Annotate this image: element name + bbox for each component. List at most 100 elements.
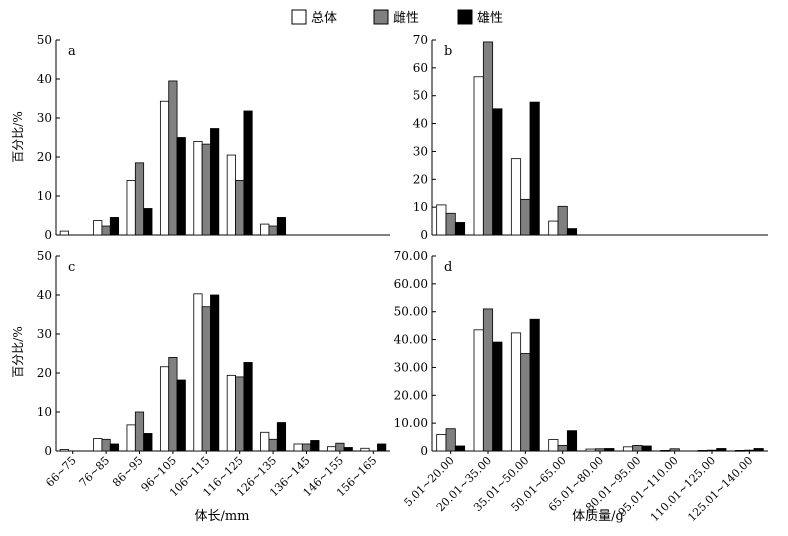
- y-tick-label: 60: [413, 61, 428, 75]
- x-tick-label: 76~85: [77, 454, 113, 490]
- bar-c-male: [310, 440, 320, 452]
- bar-a-male: [109, 217, 120, 236]
- panel-d: 010.0020.0030.0040.0050.0060.0070.00d5.0…: [394, 249, 768, 524]
- bar-a-total: [226, 154, 236, 236]
- bar-c-male: [243, 362, 253, 452]
- bar-d-total: [697, 450, 708, 452]
- bar-d-female: [520, 353, 531, 452]
- bar-c-total: [260, 431, 270, 452]
- bar-a-female: [268, 225, 278, 236]
- bar-d-male: [529, 318, 540, 452]
- bar-a-total: [93, 220, 103, 236]
- bar-a-male: [243, 110, 253, 236]
- bar-c-male: [143, 433, 153, 452]
- y-axis-label-top: 百分比/%: [11, 111, 25, 162]
- bar-a-male: [276, 217, 287, 236]
- bar-c-female: [168, 356, 178, 452]
- bar-a-total: [59, 230, 69, 236]
- panel-a: 0 10 20 30 40 50 a: [37, 33, 390, 242]
- y-tick-label: 60.00: [394, 277, 428, 291]
- bar-d-total: [585, 448, 596, 452]
- legend-label-male: 雄性: [477, 11, 503, 26]
- legend-swatch-total: [291, 9, 307, 25]
- y-tick-label: 40: [413, 117, 428, 131]
- bar-c-total: [226, 374, 236, 452]
- legend-swatch-male: [457, 9, 473, 25]
- x-tick-label: 66~75: [43, 454, 79, 490]
- bar-d-total: [734, 450, 746, 452]
- bar-b-female: [557, 205, 568, 236]
- bar-c-female: [235, 376, 245, 452]
- bar-c-total: [126, 424, 136, 452]
- y-tick-label: 50: [37, 249, 52, 263]
- panel-label: b: [444, 44, 452, 59]
- bar-c-female: [268, 438, 278, 452]
- bar-b-male: [529, 101, 540, 236]
- bar-b-total: [510, 158, 522, 236]
- bar-d-female: [706, 449, 718, 452]
- bar-d-female: [632, 445, 643, 452]
- bar-a-male: [176, 137, 186, 236]
- bar-a-total: [260, 223, 270, 236]
- bar-c-female: [134, 411, 145, 452]
- y-tick-label: 10.00: [394, 416, 428, 430]
- bar-d-total: [548, 439, 559, 452]
- legend-swatch-female: [373, 9, 389, 25]
- bar-a-total: [193, 140, 203, 236]
- bar-c-female: [101, 438, 111, 452]
- y-tick-label: 10: [37, 405, 52, 419]
- y-tick-label: 10: [37, 189, 52, 203]
- y-tick-label: 70: [413, 33, 428, 47]
- bar-c-total: [326, 446, 337, 452]
- bar-d-male: [604, 448, 615, 452]
- y-tick-label: 30: [37, 111, 52, 125]
- bar-c-female: [201, 306, 211, 452]
- y-tick-label: 20.00: [394, 388, 428, 402]
- y-tick-label: 0: [420, 228, 428, 242]
- bar-c-total: [59, 449, 69, 452]
- panels: 0 10 20 30 40 50 a 0 10 20 30 40 50 60 70 b 0 10 20 30 40 50 c…: [37, 33, 768, 524]
- bar-b-female: [482, 41, 494, 236]
- x-axis-label-body-length: 体长/mm: [194, 509, 249, 524]
- x-tick-label: 110.01~125.00: [648, 454, 718, 524]
- bar-d-male: [454, 445, 466, 452]
- x-axis-label-body-mass: 体质量/g: [572, 509, 624, 524]
- bar-d-female: [482, 308, 494, 452]
- bar-b-female: [445, 212, 456, 236]
- bar-a-female: [101, 225, 111, 236]
- y-tick-label: 70.00: [394, 249, 428, 263]
- bar-c-total: [93, 438, 103, 452]
- y-tick-label: 10: [413, 200, 428, 214]
- bar-b-male: [454, 222, 466, 236]
- bar-a-male: [143, 208, 153, 236]
- bar-c-male: [210, 294, 220, 452]
- bar-c-male: [109, 443, 120, 452]
- y-tick-label: 0: [420, 444, 428, 458]
- bar-d-male: [566, 430, 578, 452]
- x-tick-label: 125.01~140.00: [685, 454, 755, 524]
- bar-d-total: [660, 450, 671, 452]
- panel-b: 0 10 20 30 40 50 60 70 b: [413, 33, 768, 242]
- y-tick-label: 50.00: [394, 305, 428, 319]
- bar-c-total: [360, 447, 370, 452]
- bar-d-male: [753, 448, 764, 452]
- bar-d-female: [744, 449, 755, 452]
- panel-label: c: [68, 260, 75, 275]
- bar-a-total: [126, 179, 136, 236]
- legend-label-total: 总体: [311, 11, 337, 26]
- bar-d-total: [622, 446, 634, 452]
- y-axis-label-bottom: 百分比/%: [11, 326, 25, 377]
- bar-b-male: [566, 228, 578, 236]
- y-tick-label: 20: [37, 366, 52, 380]
- bar-d-female: [557, 445, 568, 452]
- y-tick-label: 50: [37, 33, 52, 47]
- bar-d-male: [641, 445, 652, 452]
- bar-b-total: [436, 204, 447, 236]
- bar-c-total: [159, 366, 170, 452]
- bar-b-male: [492, 108, 503, 236]
- y-tick-label: 30: [413, 144, 428, 158]
- y-tick-label: 20: [37, 150, 52, 164]
- legend: 总体 雌性 雄性: [291, 9, 503, 26]
- bar-d-female: [445, 428, 456, 452]
